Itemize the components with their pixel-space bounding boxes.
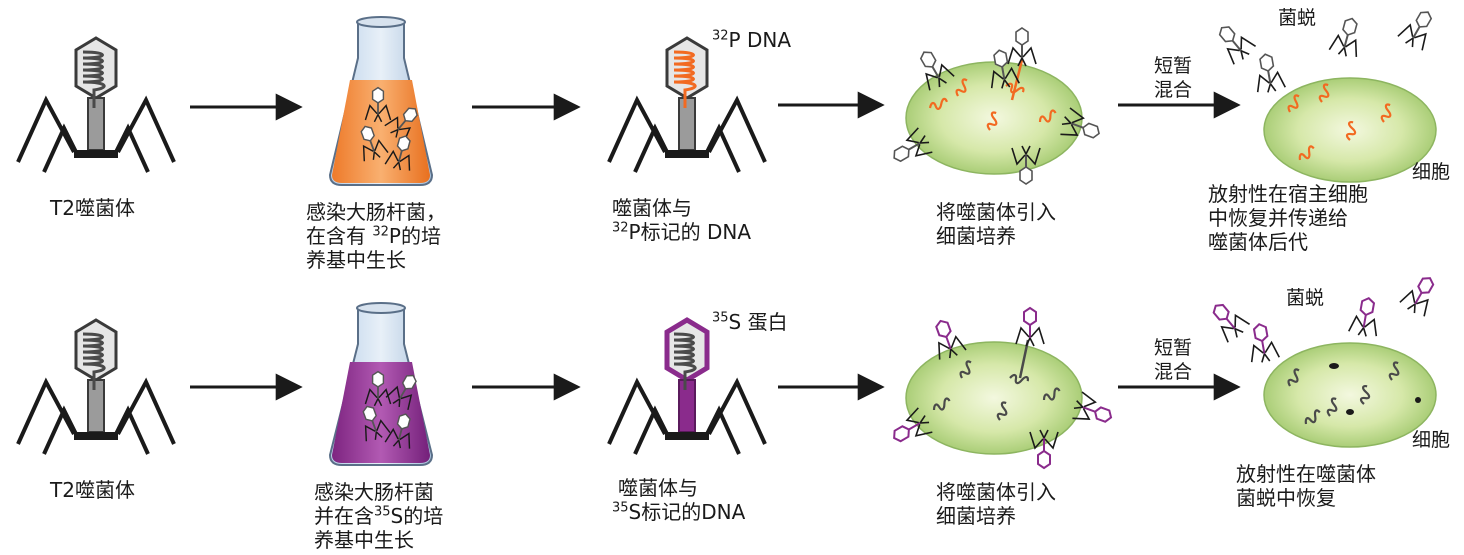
labeled-phage-label-row1: 噬菌体与 32P标记的 DNA xyxy=(612,196,752,244)
t2-phage-icon-row2 xyxy=(16,318,176,456)
result-label-row1: 放射性在宿主细胞 中恢复并传递给 噬菌体后代 xyxy=(1208,182,1368,254)
flask-label-row2: 感染大肠杆菌 并在含35S的培 养基中生长 xyxy=(314,480,444,552)
mix-label-row2: 短暂 混合 xyxy=(1154,337,1193,383)
bacterium-infected-row2 xyxy=(886,307,1117,469)
infect-label-row1: 将噬菌体引入 细菌培养 xyxy=(936,200,1056,248)
t2-phage-label-row2: T2噬菌体 xyxy=(50,478,135,502)
phage-35s-protein-icon xyxy=(607,317,767,455)
cell-label-row1: 细胞 xyxy=(1412,161,1451,183)
mix-label-row1: 短暂 混合 xyxy=(1154,55,1193,101)
result-label-row2: 放射性在噬菌体 菌蜕中恢复 xyxy=(1236,462,1376,510)
bacterium-result-row1 xyxy=(1209,4,1442,183)
bacterium-result-row2 xyxy=(1203,270,1444,448)
ghost-label-row2: 菌蜕 xyxy=(1286,287,1325,309)
bacterium-infected-row1 xyxy=(886,27,1105,185)
tag-32p-dna: 32P DNA xyxy=(712,28,792,52)
ghost-label-row1: 菌蜕 xyxy=(1278,7,1317,29)
flask-purple-icon xyxy=(328,302,434,466)
phage-32p-dna-icon xyxy=(607,36,767,174)
labeled-phage-label-row2: 噬菌体与 35S标记的DNA xyxy=(612,476,746,524)
infect-label-row2: 将噬菌体引入 细菌培养 xyxy=(936,480,1056,528)
t2-phage-icon-row1 xyxy=(16,36,176,174)
tag-35s-protein: 35S 蛋白 xyxy=(712,310,788,334)
flask-label-row1: 感染大肠杆菌， 在含有 32P的培 养基中生长 xyxy=(306,200,446,272)
flask-orange-icon xyxy=(328,16,434,186)
t2-phage-label-row1: T2噬菌体 xyxy=(50,196,135,220)
cell-label-row2: 细胞 xyxy=(1412,429,1451,451)
